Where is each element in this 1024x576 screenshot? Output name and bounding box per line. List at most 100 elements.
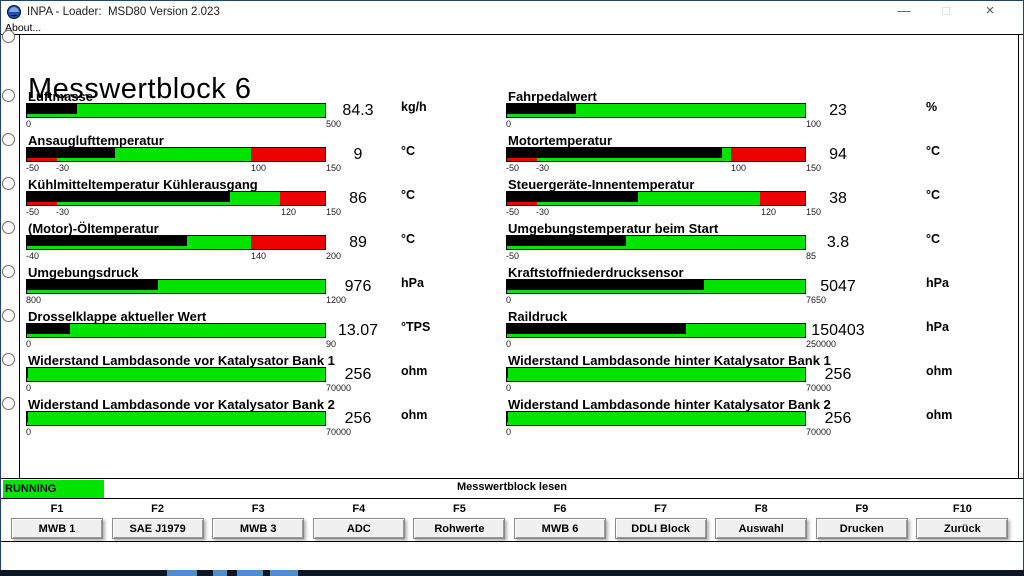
gauge-scale: 0 7650 <box>506 295 826 306</box>
gauge-unit: % <box>926 100 938 114</box>
gauge-label: Kraftstoffniederdrucksensor <box>508 265 684 280</box>
gauge-label: Ansauglufttemperatur <box>28 133 164 148</box>
gauge-value: 89 <box>349 234 367 251</box>
fkey-button-sae-j1979[interactable]: SAE J1979 <box>111 518 204 539</box>
fkey-label-f1: F1 <box>50 503 64 515</box>
gauge-scale: 0 90 <box>26 339 336 350</box>
gauge-zone-green <box>507 412 805 425</box>
gauge-bar-fill <box>507 104 576 114</box>
minimize-button[interactable]: — <box>897 3 911 18</box>
gauge-value: 84.3 <box>342 102 374 119</box>
maximize-button[interactable]: □ <box>942 3 950 18</box>
fkey-button-adc[interactable]: ADC <box>312 518 405 539</box>
gauge-bar-fill <box>27 412 29 422</box>
gauge-bar-fill <box>507 368 509 378</box>
gauge-tick: -30 <box>536 163 550 173</box>
gauge-tick: 800 <box>26 295 42 305</box>
gauge-unit: °C <box>401 188 416 202</box>
gauge-zone-green <box>27 412 325 425</box>
gauge-row: Umgebungstemperatur beim Start -50 85 3.8 °C <box>506 221 984 265</box>
gauge-bar <box>506 367 806 382</box>
gauge-bar-fill <box>27 324 71 334</box>
gauge-zone-green <box>27 104 325 117</box>
gauge-bar-fill <box>27 368 29 378</box>
gauge-value: 13.07 <box>337 322 379 339</box>
fkey-button-zurück[interactable]: Zurück <box>916 518 1009 539</box>
gauge-label: Kühlmitteltemperatur Kühlerausgang <box>28 177 258 192</box>
menu-item-about[interactable]: About... <box>5 22 42 34</box>
gauge-bar-fill <box>507 148 722 158</box>
title-bar: INPA - Loader: MSD80 Version 2.023 — □ × <box>1 1 1023 23</box>
gauge-tick: -40 <box>26 251 40 261</box>
fkey-button-mwb-3[interactable]: MWB 3 <box>212 518 305 539</box>
gauge-unit: °C <box>401 232 416 246</box>
gauge-label: Motortemperatur <box>508 133 613 148</box>
gauge-row: Widerstand Lambdasonde hinter Katalysato… <box>506 353 984 397</box>
fkey-button-auswahl[interactable]: Auswahl <box>715 518 808 539</box>
gauge-tick: 100 <box>251 163 267 173</box>
gauge-tick: 1200 <box>326 295 347 305</box>
gauge-scale: 0 250000 <box>506 339 836 350</box>
close-button[interactable]: × <box>985 2 995 19</box>
gauge-tick: 70000 <box>326 383 352 393</box>
gauge-bar <box>26 103 326 118</box>
gauge-bar-fill <box>27 280 159 290</box>
gauge-scale: 800 1200 <box>26 295 346 306</box>
gauge-row: Umgebungsdruck 800 1200 976 hPa <box>26 265 504 309</box>
window-title: INPA - Loader: MSD80 Version 2.023 <box>27 6 220 18</box>
gauge-value: 3.8 <box>826 234 850 251</box>
gauge-bar <box>26 367 326 382</box>
gauge-value: 256 <box>344 410 372 427</box>
gauge-tick: 0 <box>506 339 512 349</box>
gauge-tick: 150 <box>326 207 342 217</box>
gauge-unit: °TPS <box>401 320 431 334</box>
gauge-value: 38 <box>829 190 847 207</box>
gauge-value: 976 <box>344 278 372 295</box>
gauge-tick: 0 <box>26 427 32 437</box>
fkey-button-mwb-6[interactable]: MWB 6 <box>514 518 606 539</box>
gauge-tick: -50 <box>26 207 40 217</box>
gauge-zone-red <box>280 192 325 205</box>
gauge-scale: 0 70000 <box>26 383 351 394</box>
gauge-bar-fill <box>507 280 704 290</box>
page-title: Messwertblock 6 <box>28 73 252 105</box>
fkey-button-ddli-block[interactable]: DDLI Block <box>614 518 707 539</box>
fkey-label-f4: F4 <box>352 503 366 515</box>
fkey-label-f2: F2 <box>151 503 165 515</box>
frame-right-line <box>1018 34 1019 478</box>
gauge-unit: hPa <box>926 276 949 290</box>
gauge-unit: hPa <box>401 276 424 290</box>
gauge-label: Raildruck <box>508 309 568 324</box>
status-bar: RUNNING Messwertblock lesen <box>1 478 1023 499</box>
gauge-row: (Motor)-Öltemperatur -40 140 200 89 °C <box>26 221 504 265</box>
gauge-zone-green <box>507 368 805 381</box>
fkey-button-mwb-1[interactable]: MWB 1 <box>11 518 103 539</box>
gauge-row: Kraftstoffniederdrucksensor 0 7650 5047 hPa <box>506 265 984 309</box>
gauge-tick: -50 <box>26 163 40 173</box>
gauge-tick: 200 <box>326 251 342 261</box>
gauge-bar <box>26 323 326 338</box>
gauge-tick: 90 <box>326 339 337 349</box>
gauge-tick: 0 <box>506 295 512 305</box>
gauge-tick: 500 <box>326 119 342 129</box>
gauge-value: 5047 <box>820 278 856 295</box>
gauge-scale: -50 -30 120 150 <box>26 207 341 218</box>
gauge-row: Steuergeräte-Innentemperatur -50 -30 120 150… <box>506 177 984 221</box>
gauge-tick: -50 <box>506 251 520 261</box>
radio-indicator <box>2 309 15 322</box>
gauge-scale: -50 -30 100 150 <box>506 163 821 174</box>
gauge-zone-red <box>730 148 805 161</box>
gauge-unit: kg/h <box>401 100 427 114</box>
fkey-button-rohwerte[interactable]: Rohwerte <box>413 518 506 539</box>
frame-left-line <box>19 34 20 478</box>
gauge-unit: hPa <box>926 320 949 334</box>
gauge-unit: ohm <box>401 364 428 378</box>
gauge-row: Motortemperatur -50 -30 100 150 94 °C <box>506 133 984 177</box>
taskbar-divider <box>227 570 237 576</box>
gauge-unit: °C <box>401 144 416 158</box>
fkey-button-drucken[interactable]: Drucken <box>815 518 908 539</box>
gauge-zone-green <box>27 324 325 337</box>
taskbar-strip <box>0 570 1024 576</box>
taskbar-app-button[interactable] <box>167 570 298 576</box>
